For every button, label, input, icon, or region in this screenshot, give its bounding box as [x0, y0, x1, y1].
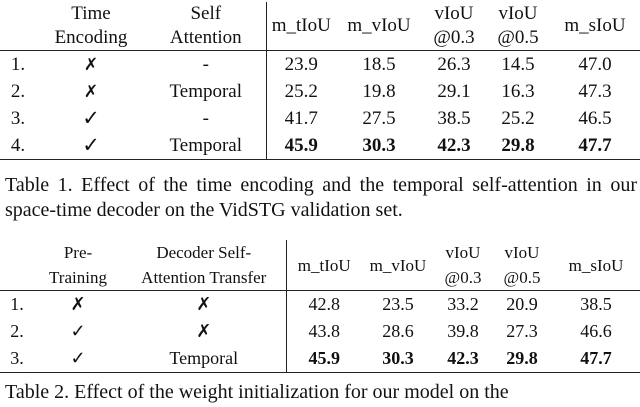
value-cell: 27.3: [506, 321, 538, 341]
value-cell: 41.7: [284, 107, 318, 129]
value-cell-best: 30.3: [382, 348, 414, 368]
value-cell: 20.9: [506, 294, 538, 314]
value-cell: 47.3: [578, 80, 612, 102]
attention-cell: -: [146, 105, 267, 132]
value-cell: 19.8: [362, 80, 396, 102]
cross-mark-icon: ✗: [83, 54, 99, 74]
value-cell-best: 47.7: [578, 134, 612, 156]
value-cell-best: 45.9: [308, 348, 341, 368]
cross-mark-icon: ✗: [70, 294, 86, 314]
value-cell: 23.9: [284, 53, 318, 75]
value-cell: 18.5: [362, 53, 396, 75]
cross-mark-icon: ✗: [122, 290, 287, 318]
cross-mark-icon: ✗: [122, 318, 287, 345]
value-cell: 42.8: [308, 294, 341, 314]
table-2-m-viou-header: m_vIoU: [369, 255, 427, 275]
value-cell: 39.8: [447, 321, 479, 341]
table-2-m-tiou-header: m_tIoU: [297, 255, 351, 275]
table-row: 3. ✓ - 41.7 27.5 38.5 25.2 46.5: [0, 105, 640, 132]
value-cell: 25.2: [284, 80, 318, 102]
value-cell: 46.6: [580, 321, 612, 341]
table-2-index-header: [0, 240, 34, 291]
attention-cell: Temporal: [146, 132, 267, 160]
table-2-pre-training-header: Pre- Training: [49, 243, 107, 287]
row-index: 3.: [10, 107, 26, 129]
attention-cell: Temporal: [146, 78, 267, 105]
check-mark-icon: ✓: [82, 133, 100, 157]
table-1-m-siou-header: m_sIoU: [564, 15, 626, 36]
table-2-viou-03-header: vIoU @0.3: [444, 243, 482, 287]
value-cell: 25.2: [501, 107, 535, 129]
table-1-time-encoding-header: Time Encoding: [54, 3, 128, 48]
value-cell: 23.5: [382, 294, 414, 314]
table-2-header-row: Pre- Training Decoder Self- Attention Tr…: [0, 240, 640, 291]
row-index: 3.: [10, 348, 24, 368]
value-cell: 38.5: [437, 107, 471, 129]
table-row: 2. ✗ Temporal 25.2 19.8 29.1 16.3 47.3: [0, 78, 640, 105]
table-2-attention-transfer-header: Decoder Self- Attention Transfer: [122, 240, 287, 291]
table-2-caption: Table 2. Effect of the weight initializa…: [5, 381, 509, 403]
value-cell-best: 42.3: [437, 134, 471, 156]
value-cell: 27.5: [362, 107, 396, 129]
table-1-viou-05-header: vIoU @0.5: [497, 3, 539, 48]
value-cell-best: 30.3: [362, 134, 396, 156]
row-index: 4.: [10, 134, 26, 156]
table-row: 1. ✗ ✗ 42.8 23.5 33.2 20.9 38.5: [0, 290, 640, 318]
row-index: 1.: [10, 294, 24, 314]
row-index: 2.: [10, 80, 26, 102]
value-cell-best: 47.7: [580, 348, 612, 368]
attention-cell: -: [146, 50, 267, 78]
value-cell-best: 42.3: [447, 348, 479, 368]
value-cell-best: 29.8: [501, 134, 535, 156]
check-mark-icon: ✓: [82, 106, 100, 130]
table-row: 3. ✓ Temporal 45.9 30.3 42.3 29.8 47.7: [0, 345, 640, 373]
value-cell: 46.5: [578, 107, 612, 129]
check-mark-icon: ✓: [70, 348, 86, 368]
attention-transfer-cell: Temporal: [122, 345, 287, 373]
table-row: 1. ✗ - 23.9 18.5 26.3 14.5 47.0: [0, 50, 640, 78]
value-cell: 29.1: [437, 80, 471, 102]
value-cell: 28.6: [382, 321, 414, 341]
value-cell: 47.0: [578, 53, 612, 75]
value-cell-best: 45.9: [284, 134, 318, 156]
value-cell: 16.3: [501, 80, 535, 102]
check-mark-icon: ✓: [70, 321, 86, 341]
value-cell-best: 29.8: [506, 348, 538, 368]
value-cell: 26.3: [437, 53, 471, 75]
table-1-header-row: Time Encoding Self Attention m_tIoU m_vI…: [0, 2, 640, 51]
table-1-caption: Table 1. Effect of the time encoding and…: [5, 174, 637, 221]
value-cell: 14.5: [501, 53, 535, 75]
table-1-m-tiou-header: m_tIoU: [271, 15, 331, 36]
table-1: Time Encoding Self Attention m_tIoU m_vI…: [0, 2, 640, 160]
table-1-m-viou-header: m_vIoU: [347, 15, 411, 36]
value-cell: 38.5: [580, 294, 612, 314]
table-1-index-header: [0, 2, 36, 51]
value-cell: 43.8: [308, 321, 341, 341]
row-index: 2.: [10, 321, 24, 341]
table-row: 4. ✓ Temporal 45.9 30.3 42.3 29.8 47.7: [0, 132, 640, 160]
row-index: 1.: [10, 53, 26, 75]
table-1-self-attention-header: Self Attention: [146, 2, 267, 51]
table-row: 2. ✓ ✗ 43.8 28.6 39.8 27.3 46.6: [0, 318, 640, 345]
value-cell: 33.2: [447, 294, 479, 314]
table-2-m-siou-header: m_sIoU: [568, 255, 624, 275]
cross-mark-icon: ✗: [83, 81, 99, 101]
table-1-viou-03-header: vIoU @0.3: [433, 3, 475, 48]
table-2: Pre- Training Decoder Self- Attention Tr…: [0, 240, 640, 373]
table-2-viou-05-header: vIoU @0.5: [503, 243, 541, 287]
